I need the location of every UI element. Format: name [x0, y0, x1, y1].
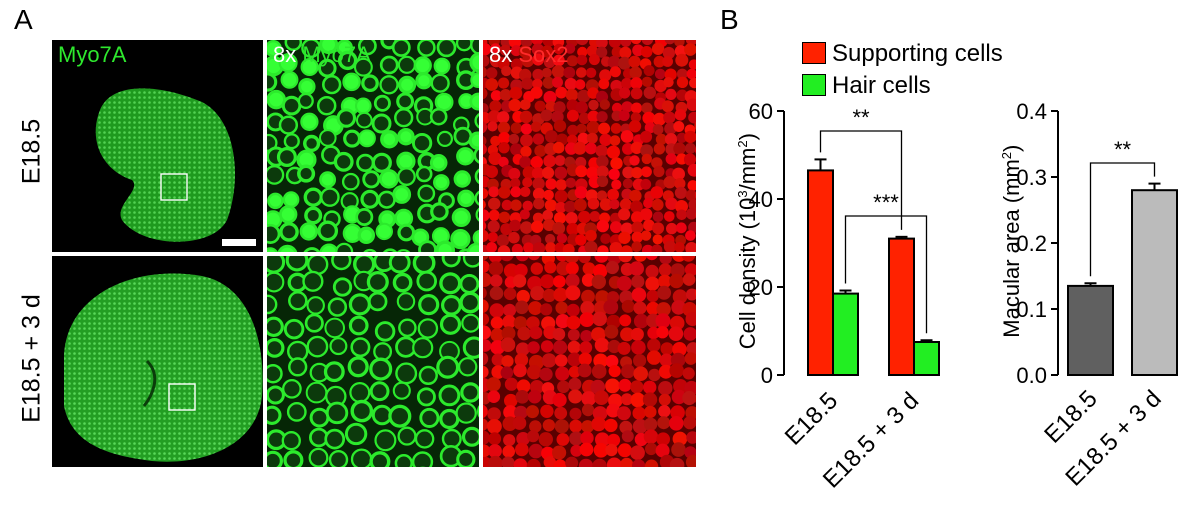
density-y-tick-label: 40 [749, 187, 773, 212]
area-bar [1131, 189, 1178, 376]
density-significance-bracket [844, 215, 928, 334]
panel-a-letter: A [14, 4, 33, 35]
area-significance-bracket [1089, 162, 1156, 277]
tile-e18-5-plus-3d-myo7a-overview [52, 256, 263, 467]
density-significance-bracket [819, 130, 903, 230]
density-y-tick-label: 60 [749, 99, 773, 124]
hair-cell-image [267, 40, 479, 252]
legend-swatch-red [802, 42, 826, 64]
macula-overview-image [95, 88, 256, 246]
supporting-cell-image [483, 256, 696, 467]
density-significance-bracket-label: ** [852, 105, 870, 130]
density-y-tick-label: 0 [761, 363, 773, 388]
density-bar [913, 341, 940, 376]
tile-e18-5-plus-3d-8x-sox2 [483, 256, 696, 467]
supporting-cell-image [483, 40, 696, 252]
hair-cell-image [267, 256, 479, 467]
tile-label-8x-myo7a: 8x Myo7A [273, 42, 371, 67]
density-significance-bracket-label: *** [873, 190, 899, 215]
legend-label: Hair cells [832, 72, 931, 99]
panel-b-letter: B [720, 4, 739, 35]
scale-bar [222, 239, 256, 246]
tile-label-8x-sox2: 8x Sox2 [489, 42, 569, 67]
area-significance-bracket-label: ** [1114, 137, 1132, 162]
macula-overview-image [64, 273, 263, 462]
zoom-box [160, 173, 188, 201]
legend-swatch-green [802, 74, 826, 96]
legend-item-supporting-cells: Supporting cells [802, 40, 1003, 68]
area-y-tick-label: 0.2 [1016, 231, 1047, 256]
tile-e18-5-8x-myo7a: 8x Myo7A [267, 40, 479, 252]
area-y-tick-label: 0.1 [1016, 297, 1047, 322]
density-x-tick-label: E18.5 [780, 387, 843, 450]
area-y-tick-label: 0.4 [1016, 99, 1047, 124]
zoom-box [168, 383, 196, 411]
legend-item-hair-cells: Hair cells [802, 72, 931, 100]
legend-label: Supporting cells [832, 40, 1003, 67]
density-bar [807, 169, 834, 376]
density-y-tick-label: 20 [749, 275, 773, 300]
tile-e18-5-plus-3d-8x-myo7a [267, 256, 479, 467]
tile-label-myo7a: Myo7A [58, 42, 127, 67]
tile-e18-5-8x-sox2: 8x Sox2 [483, 40, 696, 252]
density-bar [832, 292, 859, 377]
density-bar [888, 237, 915, 376]
area-y-tick-label: 0.0 [1016, 363, 1047, 388]
area-y-tick-label: 0.3 [1016, 165, 1047, 190]
area-bar [1067, 284, 1114, 376]
tile-e18-5-myo7a-overview: Myo7A [52, 40, 263, 252]
